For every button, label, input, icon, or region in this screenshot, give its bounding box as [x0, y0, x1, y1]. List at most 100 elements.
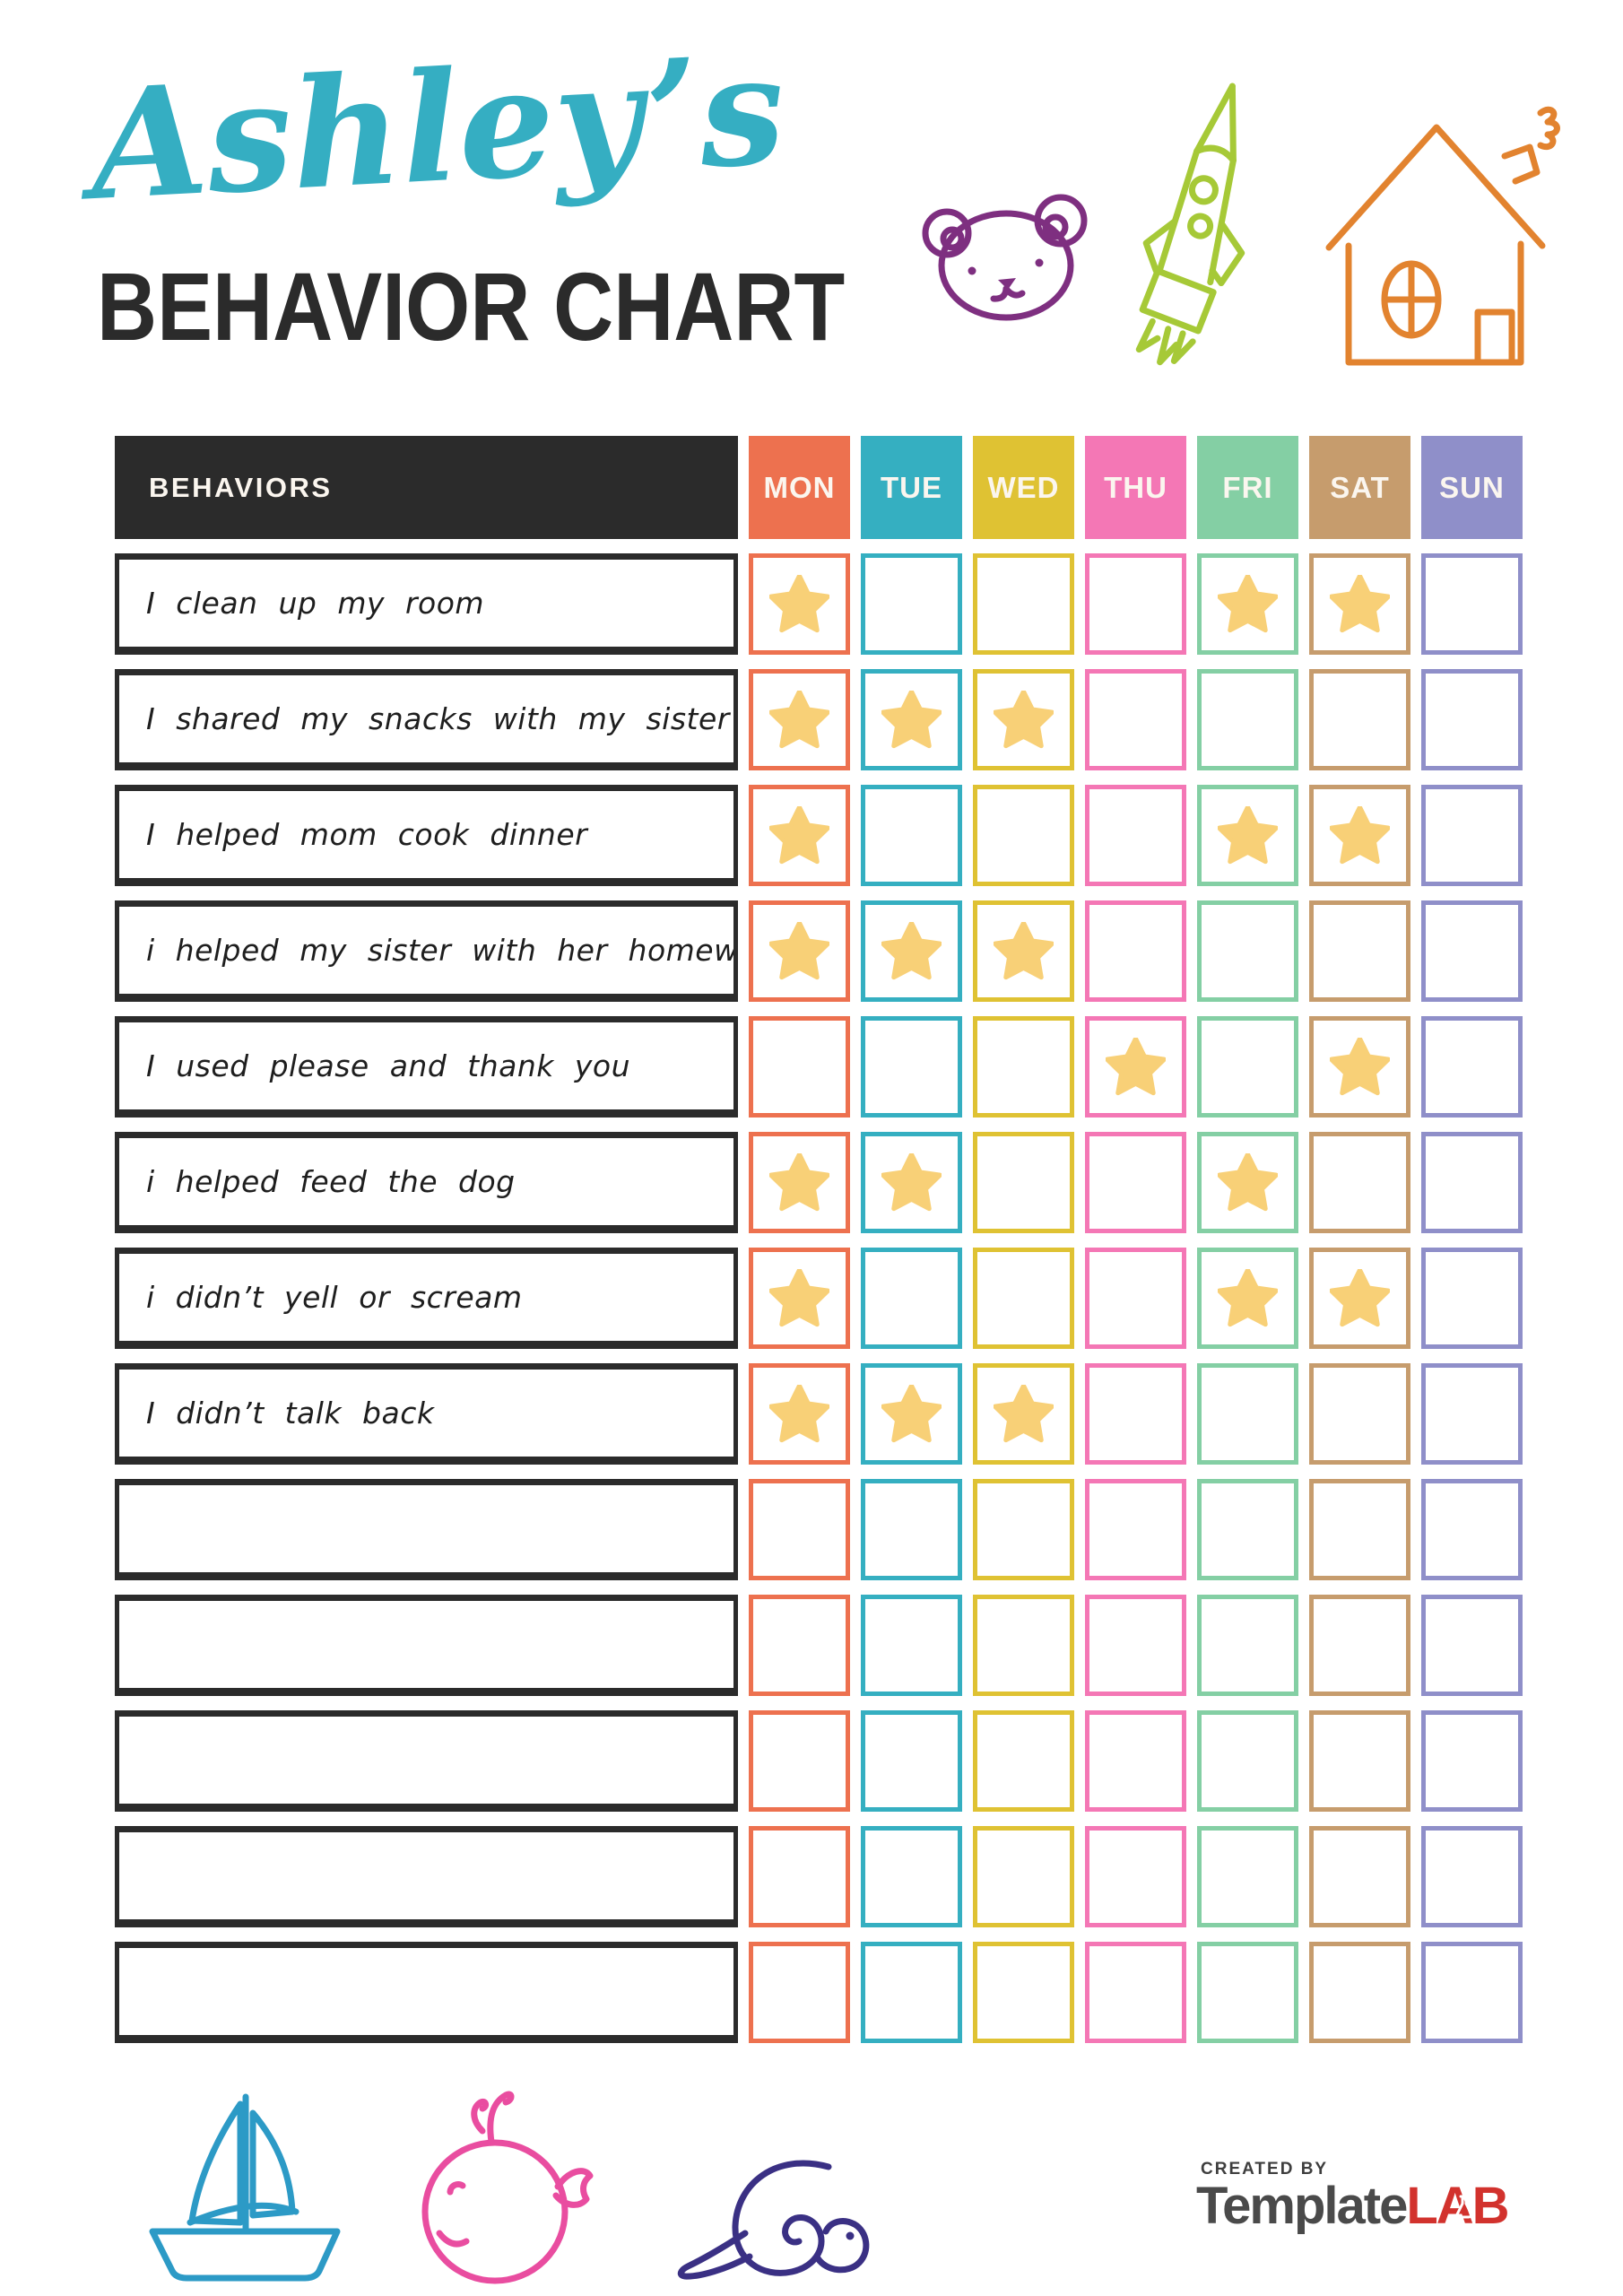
- day-cell-sat: [1309, 1942, 1410, 2043]
- day-cell-thu: [1085, 1248, 1186, 1349]
- rocket-doodle: [1135, 83, 1245, 366]
- day-cell-fri: [1197, 1248, 1298, 1349]
- day-cell-tue: [861, 1942, 962, 2043]
- brand-wordmark: TemplateLAB: [1196, 2177, 1510, 2235]
- day-cell-wed: [973, 1826, 1074, 1927]
- day-cell-thu: [1085, 1132, 1186, 1233]
- day-cell-wed: [973, 669, 1074, 770]
- child-name-title: Ashley’s: [85, 20, 789, 234]
- star-icon: [881, 1385, 942, 1443]
- day-cell-mon: [749, 1595, 850, 1696]
- day-cell-thu: [1085, 1016, 1186, 1118]
- whale-doodle: [421, 2091, 594, 2284]
- day-cell-wed: [973, 1710, 1074, 1812]
- star-icon: [1218, 806, 1278, 865]
- day-cell-fri: [1197, 1710, 1298, 1812]
- page-title: BEHAVIOR CHART: [97, 252, 846, 361]
- day-cell-tue: [861, 1710, 962, 1812]
- star-icon: [769, 806, 829, 865]
- day-header-tue: TUE: [861, 436, 962, 539]
- day-cell-mon: [749, 1710, 850, 1812]
- behavior-label: I shared my snacks with my sister: [115, 669, 738, 770]
- day-cell-tue: [861, 1479, 962, 1580]
- day-cell-sat: [1309, 785, 1410, 886]
- star-icon: [994, 1385, 1054, 1443]
- day-cell-thu: [1085, 1595, 1186, 1696]
- day-cell-tue: [861, 1826, 962, 1927]
- day-cell-sun: [1421, 1710, 1523, 1812]
- day-cell-mon: [749, 785, 850, 886]
- day-cell-wed: [973, 1479, 1074, 1580]
- day-cell-fri: [1197, 1016, 1298, 1118]
- day-cell-wed: [973, 1595, 1074, 1696]
- day-cell-mon: [749, 1942, 850, 2043]
- bear-doodle: [922, 194, 1088, 321]
- behavior-label: i helped feed the dog: [115, 1132, 738, 1233]
- day-cell-fri: [1197, 669, 1298, 770]
- day-cell-mon: [749, 1248, 850, 1349]
- day-cell-sun: [1421, 553, 1523, 655]
- flask-icon: [1455, 2195, 1473, 2219]
- day-cell-sat: [1309, 553, 1410, 655]
- day-cell-mon: [749, 1826, 850, 1927]
- day-cell-sun: [1421, 669, 1523, 770]
- day-cell-sat: [1309, 669, 1410, 770]
- behavior-label: [115, 1942, 738, 2043]
- star-icon: [1218, 575, 1278, 633]
- star-icon: [1330, 806, 1390, 865]
- day-cell-wed: [973, 785, 1074, 886]
- day-cell-thu: [1085, 1479, 1186, 1580]
- star-icon: [769, 691, 829, 749]
- day-cell-thu: [1085, 1942, 1186, 2043]
- day-cell-wed: [973, 1132, 1074, 1233]
- star-icon: [1330, 1269, 1390, 1327]
- star-icon: [769, 1269, 829, 1327]
- day-cell-sat: [1309, 1363, 1410, 1465]
- day-cell-mon: [749, 1479, 850, 1580]
- behavior-label: [115, 1479, 738, 1580]
- day-cell-sat: [1309, 900, 1410, 1002]
- day-cell-fri: [1197, 1479, 1298, 1580]
- day-cell-mon: [749, 900, 850, 1002]
- day-cell-thu: [1085, 1710, 1186, 1812]
- day-cell-thu: [1085, 553, 1186, 655]
- star-icon: [994, 691, 1054, 749]
- star-icon: [769, 575, 829, 633]
- behavior-label: i helped my sister with her homework: [115, 900, 738, 1002]
- day-cell-thu: [1085, 1363, 1186, 1465]
- brand-template-text: Template: [1196, 2177, 1408, 2235]
- day-cell-mon: [749, 1363, 850, 1465]
- sailboat-doodle: [149, 2093, 341, 2282]
- day-cell-sun: [1421, 1595, 1523, 1696]
- day-header-sat: SAT: [1309, 436, 1410, 539]
- star-icon: [1330, 1038, 1390, 1096]
- behavior-label: I clean up my room: [115, 553, 738, 655]
- day-cell-sun: [1421, 785, 1523, 886]
- day-cell-sat: [1309, 1710, 1410, 1812]
- day-cell-wed: [973, 900, 1074, 1002]
- day-cell-fri: [1197, 1826, 1298, 1927]
- day-cell-sun: [1421, 1016, 1523, 1118]
- day-header-wed: WED: [973, 436, 1074, 539]
- day-cell-wed: [973, 1363, 1074, 1465]
- day-cell-wed: [973, 1248, 1074, 1349]
- day-cell-mon: [749, 1132, 850, 1233]
- day-cell-tue: [861, 1016, 962, 1118]
- day-cell-sun: [1421, 1942, 1523, 2043]
- behavior-label: [115, 1595, 738, 1696]
- star-icon: [1218, 1153, 1278, 1212]
- behaviors-column-header: BEHAVIORS: [115, 436, 738, 539]
- day-cell-mon: [749, 1016, 850, 1118]
- behavior-chart-table: BEHAVIORS MON TUE WED THU FRI SAT SUN I clean u…: [115, 436, 1523, 2043]
- day-cell-fri: [1197, 785, 1298, 886]
- star-icon: [881, 691, 942, 749]
- day-cell-sat: [1309, 1016, 1410, 1118]
- day-cell-sun: [1421, 1248, 1523, 1349]
- created-by-label: CREATED BY: [1201, 2160, 1329, 2179]
- day-cell-sat: [1309, 1132, 1410, 1233]
- day-cell-sun: [1421, 1132, 1523, 1233]
- day-cell-thu: [1085, 785, 1186, 886]
- day-cell-sat: [1309, 1595, 1410, 1696]
- behavior-label: [115, 1826, 738, 1927]
- day-cell-thu: [1085, 1826, 1186, 1927]
